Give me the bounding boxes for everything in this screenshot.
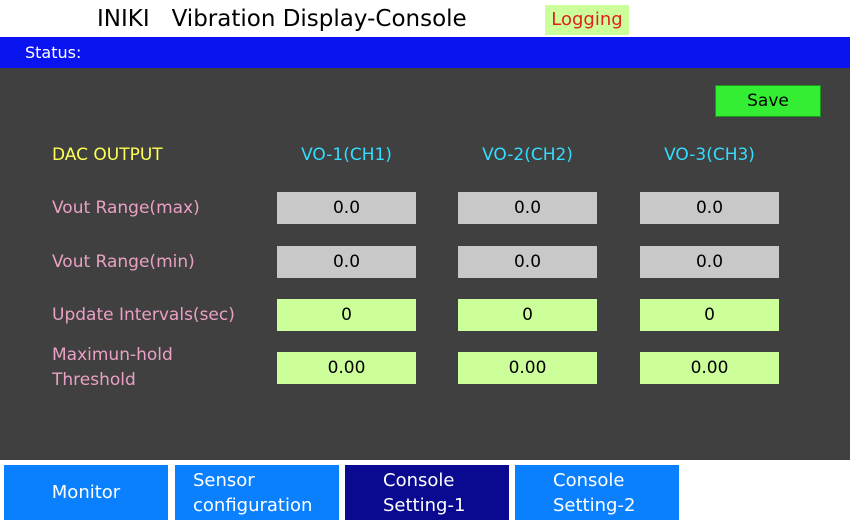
tab[interactable]: Sensor configuration bbox=[175, 465, 339, 520]
table-title: DAC OUTPUT bbox=[52, 145, 163, 165]
value-field[interactable]: 0.0 bbox=[458, 246, 597, 278]
row-label: Update Intervals(sec) bbox=[52, 305, 235, 325]
value-field[interactable]: 0.0 bbox=[640, 192, 779, 224]
value-field[interactable]: 0.00 bbox=[458, 352, 597, 384]
title: INIKI Vibration Display-Console bbox=[97, 6, 467, 32]
column-header: VO-1(CH1) bbox=[301, 145, 392, 165]
row-label: Vout Range(min) bbox=[52, 252, 195, 272]
logging-badge: Logging bbox=[545, 5, 629, 35]
row-label: Vout Range(max) bbox=[52, 198, 200, 218]
value-field[interactable]: 0.0 bbox=[458, 192, 597, 224]
column-header: VO-3(CH3) bbox=[664, 145, 755, 165]
value-field[interactable]: 0.00 bbox=[640, 352, 779, 384]
title-bar bbox=[0, 0, 850, 37]
value-field[interactable]: 0.00 bbox=[277, 352, 416, 384]
value-field[interactable]: 0 bbox=[277, 299, 416, 331]
status-bar: Status: bbox=[0, 37, 850, 68]
tab[interactable]: Console Setting-2 bbox=[515, 465, 679, 520]
value-field[interactable]: 0 bbox=[458, 299, 597, 331]
value-field[interactable]: 0.0 bbox=[277, 192, 416, 224]
value-field[interactable]: 0.0 bbox=[640, 246, 779, 278]
value-field[interactable]: 0 bbox=[640, 299, 779, 331]
save-button[interactable]: Save bbox=[715, 85, 821, 117]
row-label: Maximun-hold Threshold bbox=[52, 345, 173, 390]
tab[interactable]: Console Setting-1 bbox=[345, 465, 509, 520]
tab[interactable]: Monitor bbox=[4, 465, 168, 520]
value-field[interactable]: 0.0 bbox=[277, 246, 416, 278]
column-header: VO-2(CH2) bbox=[482, 145, 573, 165]
